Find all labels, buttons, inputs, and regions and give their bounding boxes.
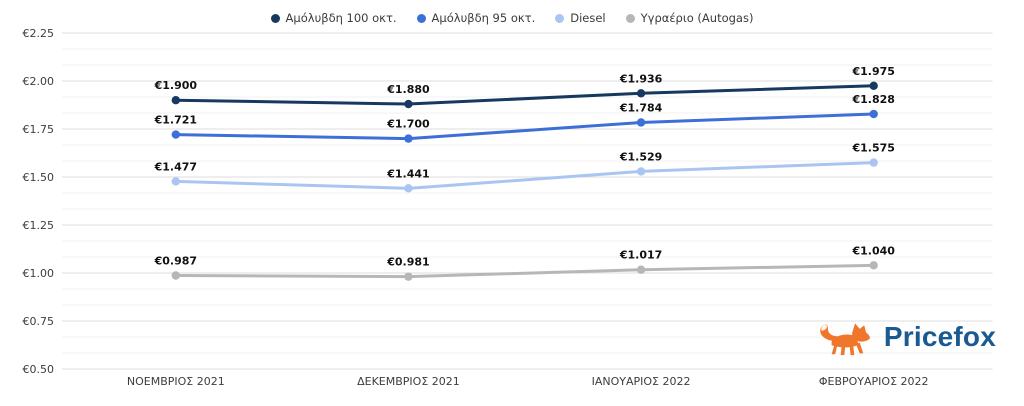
data-point-label: €1.700 [386, 118, 430, 131]
series-line [174, 161, 876, 190]
data-point-label: €0.981 [386, 256, 429, 269]
y-tick-label: €2.00 [23, 75, 55, 88]
chart-legend: Αμόλυβδη 100 οκτ. Αμόλυβδη 95 οκτ. Diese… [0, 8, 1024, 28]
legend-label: Αμόλυβδη 95 οκτ. [431, 11, 536, 25]
data-point-label: €1.784 [619, 101, 663, 114]
minor-gridlines [62, 48, 993, 354]
pricefox-logo: Pricefox [818, 316, 996, 358]
data-point[interactable] [636, 167, 646, 176]
data-point-label: €1.529 [619, 150, 662, 163]
y-tick-label: €0.50 [23, 363, 55, 376]
x-tick-label: ΙΑΝΟΥΑΡΙΟΣ 2022 [592, 375, 691, 388]
series-Αμόλυβδη 95 οκτ.: €1.721 €1.700 €1.784 €1.828 [154, 93, 895, 143]
data-point-label: €1.721 [154, 114, 197, 127]
data-point[interactable] [636, 118, 646, 127]
data-point[interactable] [404, 184, 413, 193]
data-point-label: €1.975 [851, 65, 894, 78]
legend-marker-autogas-icon [625, 13, 635, 23]
data-point[interactable] [404, 99, 413, 109]
series-Υγραέριο (Autogas): €0.987 €0.981 €1.017 €1.040 [154, 244, 895, 281]
x-tick-label: ΔΕΚΕΜΒΡΙΟΣ 2021 [357, 375, 460, 388]
series-line [174, 112, 876, 141]
y-tick-label: €1.75 [23, 123, 55, 136]
pricefox-wordmark: Pricefox [883, 321, 996, 352]
data-point[interactable] [869, 158, 878, 167]
x-tick-label: ΦΕΒΡΟΥΑΡΙΟΣ 2022 [819, 375, 929, 388]
x-tick-label: ΝΟΕΜΒΡΙΟΣ 2021 [127, 375, 225, 388]
legend-marker-unleaded-95-icon [416, 13, 426, 23]
x-axis-tick-labels: ΝΟΕΜΒΡΙΟΣ 2021 ΔΕΚΕΜΒΡΙΟΣ 2021 ΙΑΝΟΥΑΡΙΟΣ … [127, 375, 929, 388]
data-point[interactable] [404, 272, 413, 281]
data-point-label: €1.441 [386, 167, 429, 180]
data-point[interactable] [404, 134, 413, 143]
legend-item-diesel[interactable]: Diesel [555, 11, 606, 25]
legend-marker-diesel-icon [555, 13, 565, 23]
data-point[interactable] [636, 89, 646, 98]
data-point-label: €1.828 [851, 93, 894, 106]
series-line [174, 263, 876, 279]
fox-icon [820, 323, 870, 356]
legend-marker-unleaded-100-icon [270, 13, 280, 23]
data-point-label: €1.900 [154, 79, 198, 92]
data-point-label: €1.040 [851, 244, 895, 257]
series-Αμόλυβδη 100 οκτ.: €1.900 €1.880 €1.936 €1.975 [154, 65, 895, 109]
data-point[interactable] [636, 265, 646, 274]
legend-item-autogas[interactable]: Υγραέριο (Autogas) [625, 11, 754, 25]
data-point-label: €1.880 [386, 83, 430, 96]
data-point[interactable] [869, 81, 878, 91]
legend-label: Υγραέριο (Autogas) [640, 11, 754, 25]
series-Diesel: €1.477 €1.441 €1.529 €1.575 [154, 142, 895, 193]
data-point[interactable] [171, 130, 181, 139]
legend-label: Αμόλυβδη 100 οκτ. [285, 11, 397, 25]
data-point[interactable] [869, 109, 878, 119]
legend-item-unleaded-95[interactable]: Αμόλυβδη 95 οκτ. [416, 11, 536, 25]
data-point[interactable] [171, 177, 181, 186]
data-point-label: €1.477 [154, 160, 197, 173]
data-point[interactable] [171, 271, 181, 280]
legend-label: Diesel [570, 11, 606, 25]
y-tick-label: €1.25 [23, 219, 55, 232]
y-axis-tick-labels: €2.25 €2.00 €1.75 €1.50 €1.25 €1.00 €0.75 €0.50 [23, 27, 55, 376]
y-tick-label: €1.50 [23, 171, 55, 184]
data-point-label: €1.575 [851, 142, 894, 155]
y-tick-label: €2.25 [23, 27, 55, 40]
data-point-label: €1.936 [619, 72, 663, 85]
series-line [174, 84, 876, 106]
data-point[interactable] [171, 96, 181, 105]
y-tick-label: €0.75 [23, 315, 55, 328]
data-point-label: €1.017 [619, 249, 662, 262]
data-point-label: €0.987 [154, 254, 197, 267]
y-tick-label: €1.00 [23, 267, 55, 280]
data-point[interactable] [869, 261, 878, 270]
legend-item-unleaded-100[interactable]: Αμόλυβδη 100 οκτ. [270, 11, 397, 25]
